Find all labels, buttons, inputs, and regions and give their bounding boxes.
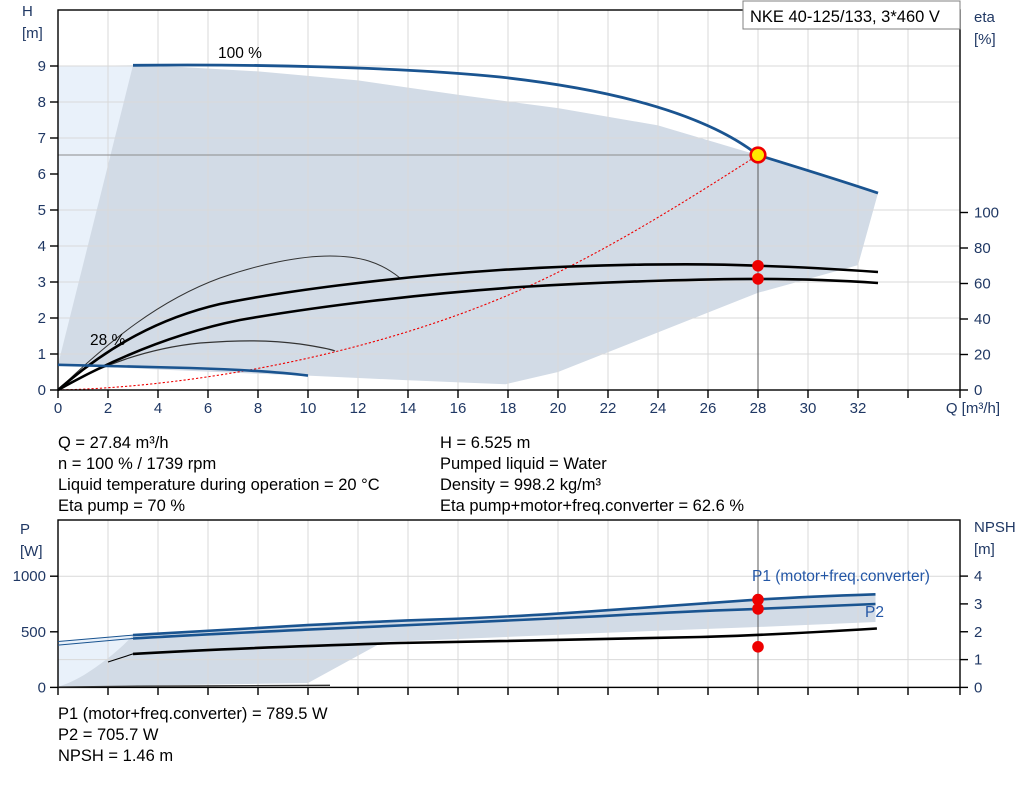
svg-text:[m]: [m] xyxy=(22,25,43,42)
svg-text:9: 9 xyxy=(38,58,46,75)
svg-text:4: 4 xyxy=(154,400,162,417)
svg-text:[m]: [m] xyxy=(974,541,995,558)
svg-text:0: 0 xyxy=(974,679,982,696)
svg-text:100 %: 100 % xyxy=(218,45,262,62)
svg-text:1: 1 xyxy=(38,346,46,363)
svg-text:28 %: 28 % xyxy=(90,332,126,349)
svg-text:22: 22 xyxy=(600,400,617,417)
svg-text:0: 0 xyxy=(974,382,982,399)
svg-text:Eta pump = 70 %: Eta pump = 70 % xyxy=(58,497,185,515)
svg-text:2: 2 xyxy=(38,310,46,327)
svg-text:[%]: [%] xyxy=(974,31,996,48)
svg-text:4: 4 xyxy=(974,568,982,585)
svg-text:Q [m³/h]: Q [m³/h] xyxy=(946,400,1000,417)
svg-text:NKE 40-125/133, 3*460 V: NKE 40-125/133, 3*460 V xyxy=(750,8,940,26)
svg-text:Pumped liquid = Water: Pumped liquid = Water xyxy=(440,455,607,473)
svg-text:8: 8 xyxy=(254,400,262,417)
svg-text:6: 6 xyxy=(38,166,46,183)
svg-text:30: 30 xyxy=(800,400,817,417)
svg-text:P1 (motor+freq.converter) = 78: P1 (motor+freq.converter) = 789.5 W xyxy=(58,705,328,723)
svg-text:Q = 27.84 m³/h: Q = 27.84 m³/h xyxy=(58,434,169,452)
svg-text:12: 12 xyxy=(350,400,367,417)
svg-text:[W]: [W] xyxy=(20,543,43,560)
svg-text:Density = 998.2 kg/m³: Density = 998.2 kg/m³ xyxy=(440,476,601,494)
svg-text:24: 24 xyxy=(650,400,667,417)
svg-text:26: 26 xyxy=(700,400,717,417)
svg-text:P: P xyxy=(20,521,30,538)
svg-text:2: 2 xyxy=(104,400,112,417)
svg-text:NPSH = 1.46 m: NPSH = 1.46 m xyxy=(58,747,173,765)
svg-text:100: 100 xyxy=(974,205,999,222)
svg-text:4: 4 xyxy=(38,238,46,255)
svg-text:40: 40 xyxy=(974,311,991,328)
svg-text:16: 16 xyxy=(450,400,467,417)
svg-text:20: 20 xyxy=(550,400,567,417)
svg-text:6: 6 xyxy=(204,400,212,417)
svg-text:18: 18 xyxy=(500,400,517,417)
svg-text:500: 500 xyxy=(21,624,46,641)
svg-text:3: 3 xyxy=(974,596,982,613)
svg-text:Liquid temperature during oper: Liquid temperature during operation = 20… xyxy=(58,476,380,494)
svg-text:0: 0 xyxy=(38,679,46,696)
svg-text:14: 14 xyxy=(400,400,417,417)
svg-text:2: 2 xyxy=(974,624,982,641)
svg-text:28: 28 xyxy=(750,400,767,417)
svg-text:Eta pump+motor+freq.converter: Eta pump+motor+freq.converter = 62.6 % xyxy=(440,497,744,515)
svg-text:P2 = 705.7 W: P2 = 705.7 W xyxy=(58,726,159,744)
svg-text:0: 0 xyxy=(38,382,46,399)
svg-text:60: 60 xyxy=(974,276,991,293)
svg-text:n = 100 % / 1739 rpm: n = 100 % / 1739 rpm xyxy=(58,455,216,473)
svg-text:80: 80 xyxy=(974,240,991,257)
svg-text:eta: eta xyxy=(974,9,996,26)
svg-text:P1 (motor+freq.converter): P1 (motor+freq.converter) xyxy=(752,568,930,585)
svg-text:7: 7 xyxy=(38,130,46,147)
svg-text:NPSH: NPSH xyxy=(974,519,1016,536)
svg-text:H: H xyxy=(22,3,33,20)
svg-text:0: 0 xyxy=(54,400,62,417)
svg-text:1: 1 xyxy=(974,652,982,669)
svg-text:3: 3 xyxy=(38,274,46,291)
svg-text:8: 8 xyxy=(38,94,46,111)
svg-text:P2: P2 xyxy=(865,604,884,621)
svg-text:1000: 1000 xyxy=(13,568,46,585)
svg-text:H = 6.525 m: H = 6.525 m xyxy=(440,434,530,452)
svg-text:20: 20 xyxy=(974,347,991,364)
svg-text:5: 5 xyxy=(38,202,46,219)
svg-text:32: 32 xyxy=(850,400,867,417)
svg-text:10: 10 xyxy=(300,400,317,417)
